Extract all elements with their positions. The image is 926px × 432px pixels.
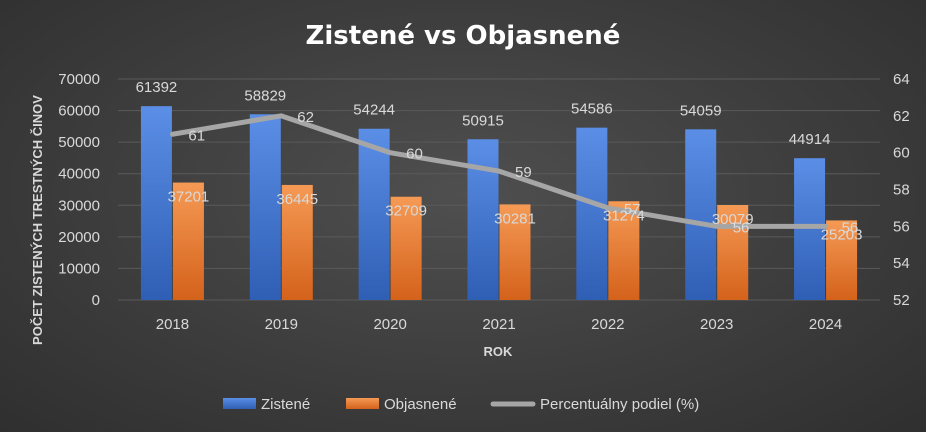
- y-tick-label: 50000: [58, 134, 100, 151]
- data-labels: 61392 37201 58829 36445 54244 32709 50915 30281…: [136, 79, 863, 243]
- bar-objasnene: [717, 205, 749, 300]
- data-label-objasnene: 36445: [276, 191, 318, 208]
- data-label-podiel: 56: [733, 219, 750, 236]
- x-axis: 2018 2019 2020 2021 2022 2023 2024: [156, 316, 843, 333]
- y2-tick-label: 52: [893, 292, 910, 309]
- data-label-zistene: 50915: [462, 112, 504, 129]
- x-tick-label: 2022: [591, 316, 624, 333]
- data-label-podiel: 59: [515, 164, 532, 181]
- data-label-objasnene: 37201: [168, 189, 210, 206]
- y2-tick-label: 58: [893, 182, 910, 199]
- y-tick-label: 0: [92, 292, 100, 309]
- bar-zistene: [794, 158, 826, 300]
- data-label-zistene: 61392: [136, 79, 178, 96]
- x-tick-label: 2020: [373, 316, 406, 333]
- y-axis-title: POČET ZISTENÝCH TRESTNÝCH ČINOV: [30, 95, 45, 345]
- data-label-zistene: 54586: [571, 101, 613, 118]
- y-tick-label: 40000: [58, 166, 100, 183]
- bar-zistene: [249, 114, 281, 301]
- y-tick-label: 70000: [58, 71, 100, 88]
- data-label-objasnene: 30281: [494, 210, 536, 227]
- bar-series: [140, 106, 858, 301]
- bar-objasnene: [826, 220, 858, 300]
- bar-objasnene: [281, 184, 313, 300]
- y-tick-label: 10000: [58, 260, 100, 277]
- data-label-podiel: 56: [842, 219, 859, 236]
- legend-label: Percentuálny podiel (%): [540, 396, 699, 413]
- x-tick-label: 2018: [156, 316, 189, 333]
- data-label-podiel: 57: [624, 201, 641, 218]
- legend-label: Objasnené: [384, 396, 457, 413]
- line-series: [169, 113, 829, 229]
- y2-tick-label: 60: [893, 145, 910, 162]
- bar-zistene: [358, 128, 390, 300]
- bar-objasnene: [499, 204, 531, 300]
- y2-tick-label: 62: [893, 108, 910, 125]
- data-label-zistene: 58829: [244, 87, 286, 104]
- y2-tick-label: 64: [893, 71, 910, 88]
- data-label-zistene: 54244: [353, 102, 395, 119]
- bar-objasnene: [172, 182, 204, 300]
- bar-zistene: [140, 106, 172, 300]
- y-axis-right: 52 54 56 58 60 62 64: [893, 71, 910, 309]
- data-label-podiel: 61: [188, 127, 205, 144]
- data-label-zistene: 44914: [789, 131, 831, 148]
- y-tick-label: 20000: [58, 229, 100, 246]
- line-percentualny-podiel: [169, 113, 829, 229]
- bar-objasnene: [608, 201, 640, 300]
- data-label-objasnene: 32709: [385, 203, 427, 220]
- legend-swatch: [223, 398, 256, 409]
- legend-label: Zistené: [261, 396, 310, 413]
- bar-zistene: [685, 129, 717, 300]
- bar-zistene: [576, 127, 608, 300]
- y-tick-label: 30000: [58, 197, 100, 214]
- x-axis-title: ROK: [484, 344, 514, 359]
- chart-title: Zistené vs Objasnené: [306, 21, 621, 51]
- data-label-podiel: 60: [406, 146, 423, 163]
- y2-tick-label: 54: [893, 255, 910, 272]
- data-label-podiel: 62: [297, 109, 314, 126]
- legend-swatch: [346, 398, 379, 409]
- y2-tick-label: 56: [893, 218, 910, 235]
- legend: Zistené Objasnené Percentuálny podiel (%): [223, 396, 699, 413]
- x-tick-label: 2019: [265, 316, 298, 333]
- x-tick-label: 2024: [809, 316, 842, 333]
- x-tick-label: 2021: [482, 316, 515, 333]
- x-tick-label: 2023: [700, 316, 733, 333]
- y-axis-left: 0 10000 20000 30000 40000 50000 60000 70000: [58, 71, 100, 309]
- bar-objasnene: [390, 196, 422, 300]
- data-label-zistene: 54059: [680, 102, 722, 119]
- data-label-objasnene: 30079: [712, 211, 754, 228]
- y-tick-label: 60000: [58, 103, 100, 120]
- data-label-objasnene: 31274: [603, 207, 645, 224]
- data-label-objasnene: 25203: [821, 226, 863, 243]
